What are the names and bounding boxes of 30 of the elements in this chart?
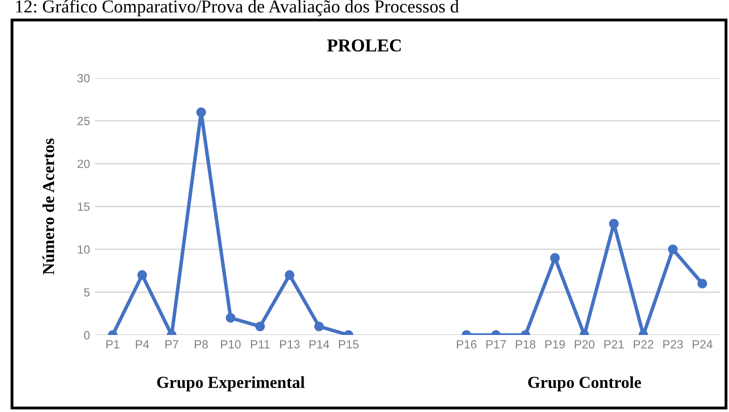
x-tick-label: P8 [194, 340, 208, 349]
x-tick-label: P20 [574, 340, 594, 349]
chart-title: PROLEC [327, 39, 401, 52]
x-tick-label: P23 [663, 340, 683, 349]
text: 12: Gráfico Comparativo/Prova de Avaliação dos Processos d [16, 0, 459, 16]
x-tick-label: P24 [692, 340, 712, 348]
y-axis-title: Número de Acertos [42, 138, 54, 275]
x-tick-label: P15 [339, 340, 359, 349]
x-tick-label: P7 [165, 340, 178, 348]
x-tick-label: P4 [136, 340, 150, 348]
x-tick-label: P19 [545, 340, 565, 349]
y-tick-label: 15 [78, 202, 90, 211]
text: Grupo Experimental [157, 376, 305, 392]
y-tick-label: 30 [77, 74, 90, 82]
y-tick-label: 20 [78, 160, 90, 168]
x-tick-label: P14 [310, 340, 330, 348]
x-tick-label: P10 [221, 340, 241, 349]
x-tick-label: P17 [486, 340, 506, 348]
x-tick-label: P16 [456, 340, 476, 349]
text: Grupo Controle [528, 376, 641, 392]
x-tick-label: P22 [634, 340, 654, 348]
y-tick-label: 5 [84, 288, 90, 297]
x-tick-label: P1 [106, 340, 120, 348]
x-tick-label: P11 [250, 340, 270, 348]
y-tick-label: 10 [78, 245, 90, 254]
y-tick-label: 25 [78, 116, 90, 126]
x-tick-label: P13 [280, 340, 300, 349]
y-tick-label: 0 [84, 331, 90, 340]
x-tick-label: P18 [516, 340, 536, 349]
x-tick-label: P21 [604, 340, 624, 348]
